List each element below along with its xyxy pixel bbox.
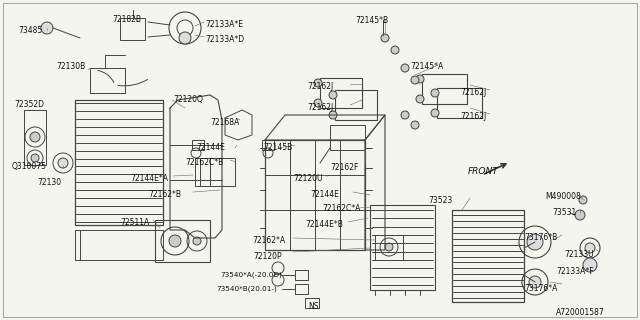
Circle shape <box>179 32 191 44</box>
Text: 72511A: 72511A <box>120 218 149 227</box>
Bar <box>370 205 435 290</box>
Text: 72144E*A: 72144E*A <box>130 174 168 183</box>
Bar <box>330 125 365 150</box>
Bar <box>320 78 362 108</box>
Text: 72133U: 72133U <box>564 250 594 259</box>
Text: A720001587: A720001587 <box>556 308 605 317</box>
Text: 72168A: 72168A <box>210 118 239 127</box>
Text: FRONT: FRONT <box>468 167 499 176</box>
Text: 73176*B: 73176*B <box>524 233 557 242</box>
Text: 72162*B: 72162*B <box>148 190 181 199</box>
Circle shape <box>329 91 337 99</box>
Text: 72145*A: 72145*A <box>410 62 444 71</box>
Text: 72120U: 72120U <box>293 174 323 183</box>
Circle shape <box>583 258 597 272</box>
Text: 72120P: 72120P <box>253 252 282 261</box>
Circle shape <box>329 111 337 119</box>
Text: 72120Q: 72120Q <box>173 95 203 104</box>
Text: 73485: 73485 <box>18 26 42 35</box>
Text: 72162J: 72162J <box>460 88 486 97</box>
Text: 73531: 73531 <box>552 208 576 217</box>
Circle shape <box>58 158 68 168</box>
Circle shape <box>411 121 419 129</box>
Text: 72133A*E: 72133A*E <box>205 20 243 29</box>
Text: 72162F: 72162F <box>330 163 358 172</box>
Bar <box>120 18 145 40</box>
Circle shape <box>431 109 439 117</box>
Circle shape <box>314 99 322 107</box>
Bar <box>437 88 482 118</box>
Bar <box>155 220 210 262</box>
Text: 72162C*A: 72162C*A <box>322 204 360 213</box>
Text: 72162*A: 72162*A <box>252 236 285 245</box>
Bar <box>75 100 163 225</box>
Circle shape <box>193 237 201 245</box>
Bar <box>192 140 204 150</box>
Circle shape <box>529 276 541 288</box>
Circle shape <box>431 89 439 97</box>
Bar <box>305 298 319 308</box>
Circle shape <box>314 79 322 87</box>
Text: 73540*A(-20.0D): 73540*A(-20.0D) <box>220 272 282 278</box>
Text: Q310075: Q310075 <box>12 162 47 171</box>
Text: 72162J: 72162J <box>460 112 486 121</box>
Text: 72144E*B: 72144E*B <box>305 220 343 229</box>
Text: 72182B: 72182B <box>112 15 141 24</box>
Text: 72162J: 72162J <box>307 82 333 91</box>
Bar <box>90 68 125 93</box>
Text: 72162C*B: 72162C*B <box>185 158 223 167</box>
Circle shape <box>575 210 585 220</box>
Text: 72145*B: 72145*B <box>355 16 388 25</box>
Text: 72352D: 72352D <box>14 100 44 109</box>
Circle shape <box>527 234 543 250</box>
Bar <box>265 140 365 250</box>
Circle shape <box>416 95 424 103</box>
Bar <box>75 230 163 260</box>
Text: 73176*A: 73176*A <box>524 284 557 293</box>
Text: 72144E: 72144E <box>196 143 225 152</box>
Circle shape <box>169 235 181 247</box>
Circle shape <box>385 243 393 251</box>
Text: 72133A*F: 72133A*F <box>556 267 594 276</box>
Text: 72130: 72130 <box>37 178 61 187</box>
Circle shape <box>411 76 419 84</box>
Bar <box>375 235 403 260</box>
Text: 72162J: 72162J <box>307 103 333 112</box>
Circle shape <box>41 22 53 34</box>
Text: 72133A*D: 72133A*D <box>205 35 244 44</box>
Text: M490008: M490008 <box>545 192 580 201</box>
Text: 72145B: 72145B <box>263 143 292 152</box>
Text: 72144E: 72144E <box>310 190 339 199</box>
Circle shape <box>401 64 409 72</box>
Bar <box>195 158 235 186</box>
Bar <box>262 140 274 150</box>
Bar <box>422 74 467 104</box>
Circle shape <box>391 46 399 54</box>
Circle shape <box>579 196 587 204</box>
Text: 73523: 73523 <box>428 196 452 205</box>
Circle shape <box>401 111 409 119</box>
Circle shape <box>30 132 40 142</box>
Bar <box>335 90 377 120</box>
Circle shape <box>31 154 39 162</box>
Text: 73540*B(20.01-): 73540*B(20.01-) <box>216 286 276 292</box>
Bar <box>452 210 524 302</box>
Circle shape <box>416 75 424 83</box>
Circle shape <box>381 34 389 42</box>
Text: NS: NS <box>308 302 319 311</box>
Text: 72130B: 72130B <box>56 62 85 71</box>
Circle shape <box>585 243 595 253</box>
Bar <box>24 110 46 165</box>
